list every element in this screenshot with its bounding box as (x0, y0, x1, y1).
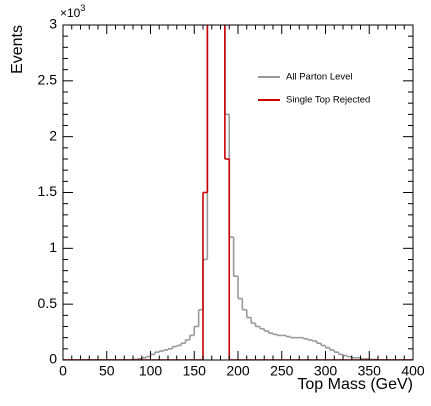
y-tick-label: 1 (49, 239, 57, 255)
plot-area (63, 25, 413, 360)
x-tick-label: 0 (59, 363, 67, 379)
y-multiplier: ×103 (60, 3, 85, 20)
plot-frame (62, 24, 414, 361)
y-tick-label: 0.5 (38, 295, 58, 311)
legend-label: All Parton Level (286, 72, 353, 83)
y-axis-title: Events (9, 25, 26, 74)
y-tick-label: 2 (49, 127, 57, 143)
y-tick-label: 2.5 (38, 72, 58, 88)
x-tick-label: 150 (183, 363, 207, 379)
legend-label: Single Top Rejected (286, 95, 370, 106)
y-tick-label: 0 (49, 351, 57, 367)
x-tick-label: 400 (401, 363, 425, 379)
y-tick-label: 3 (49, 16, 57, 32)
y-multiplier-exponent: 3 (80, 3, 85, 13)
x-axis-title: Top Mass (GeV) (297, 376, 413, 393)
y-multiplier-base: ×10 (60, 6, 81, 20)
x-tick-label: 50 (99, 363, 115, 379)
x-tick-label: 100 (139, 363, 163, 379)
x-tick-label: 300 (314, 363, 338, 379)
x-tick-label: 200 (226, 363, 250, 379)
x-tick-label: 250 (270, 363, 294, 379)
x-tick-label: 350 (358, 363, 382, 379)
y-tick-label: 1.5 (38, 183, 58, 199)
